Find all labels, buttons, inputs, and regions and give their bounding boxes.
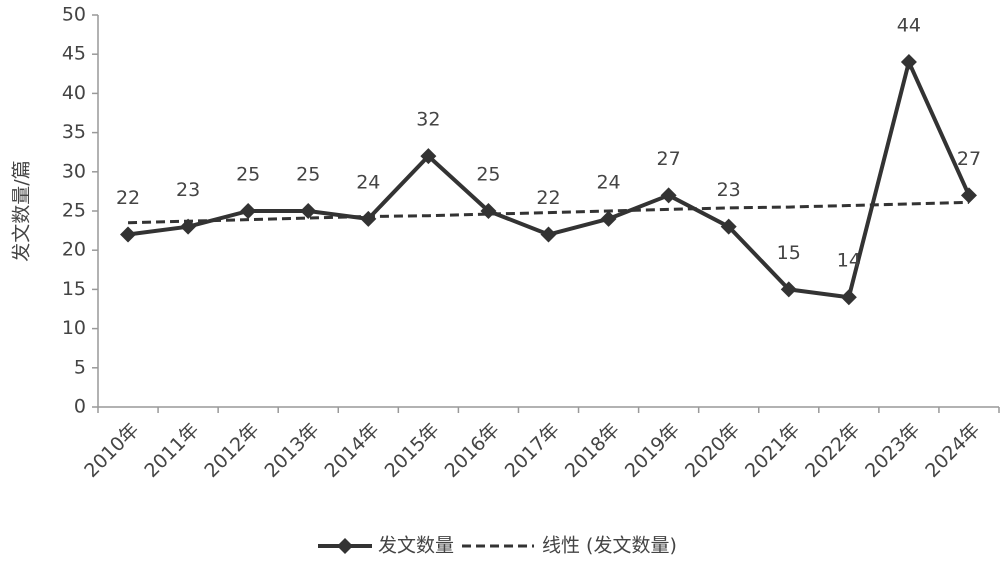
data-label: 27 [657,148,681,170]
data-point [960,187,977,204]
x-tick-label: 2023年 [861,419,924,482]
data-point [420,148,437,165]
data-point [720,218,737,235]
y-tick-label: 40 [62,82,86,104]
x-tick-label: 2014年 [321,419,384,482]
y-tick-label: 15 [62,278,86,300]
data-point [900,54,917,71]
data-point [840,289,857,306]
x-tick-label: 2010年 [80,419,143,482]
x-tick-label: 2017年 [501,419,564,482]
data-label: 44 [897,15,921,37]
y-tick-label: 20 [62,239,86,261]
y-tick-label: 5 [74,356,86,378]
data-label: 25 [236,164,260,186]
x-tick-label: 2016年 [441,419,504,482]
data-point [780,281,797,298]
data-point [240,203,257,219]
y-tick-label: 35 [62,121,86,143]
legend-label: 线性 (发文数量) [542,535,677,557]
data-point [540,226,557,243]
data-label: 22 [116,187,140,209]
y-tick-label: 50 [62,4,86,26]
data-point [360,210,377,227]
x-tick-label: 2024年 [921,419,984,482]
data-label: 32 [416,109,440,131]
trend-line [127,200,970,225]
x-tick-label: 2022年 [801,419,864,482]
data-label: 14 [837,250,861,272]
data-label: 23 [717,179,741,201]
y-tick-label: 25 [62,200,86,222]
x-tick-label: 2015年 [381,419,444,482]
x-tick-label: 2011年 [140,419,203,482]
data-point [300,203,317,219]
y-tick-label: 45 [62,43,86,65]
y-tick-label: 30 [62,160,86,182]
data-label: 22 [536,187,560,209]
x-tick-label: 2012年 [200,419,263,482]
data-point [600,210,617,227]
legend-label: 发文数量 [378,535,454,557]
data-label: 25 [476,164,500,186]
y-axis-label: 发文数量/篇 [11,160,33,261]
data-label: 25 [296,164,320,186]
x-tick-label: 2019年 [621,419,684,482]
data-label: 27 [957,148,981,170]
data-point [120,226,137,243]
legend-marker [337,538,353,554]
data-label: 15 [777,242,801,264]
x-tick-label: 2013年 [260,419,323,482]
x-tick-label: 2018年 [561,419,624,482]
y-tick-label: 0 [74,396,86,418]
data-label: 24 [356,171,380,193]
data-label: 23 [176,179,200,201]
x-tick-label: 2021年 [741,419,804,482]
x-tick-label: 2020年 [681,419,744,482]
y-tick-label: 10 [62,317,86,339]
data-point [660,187,677,204]
data-label: 24 [596,171,620,193]
